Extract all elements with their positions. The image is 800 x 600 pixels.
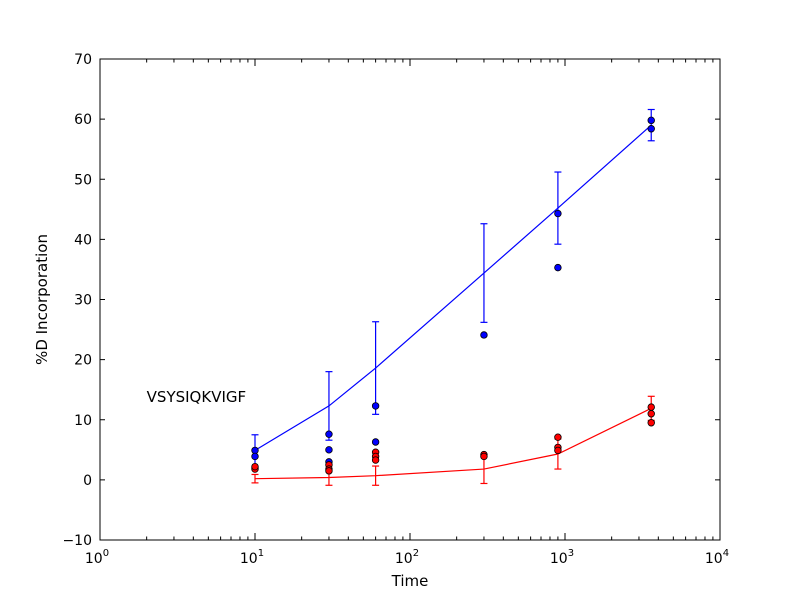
peptide-annotation: VSYSIQKVIGF (147, 388, 246, 406)
y-tick-label: 70 (74, 52, 92, 68)
series-0-point (480, 331, 488, 339)
series-layer (251, 108, 655, 486)
series-1-point (325, 467, 333, 475)
series-1-point (647, 403, 655, 411)
y-tick-label: 10 (74, 413, 92, 429)
y-tick-label: 60 (74, 112, 92, 128)
series-0-point (325, 430, 333, 438)
x-tick-exponent: 4 (723, 548, 729, 559)
series-0-point (554, 209, 562, 218)
series-0-point (251, 452, 259, 461)
y-tick-label: 0 (83, 473, 92, 489)
series-1-point (251, 462, 259, 471)
x-tick-exponent: 0 (103, 548, 109, 559)
series-0-point (647, 116, 655, 125)
series-1-point (480, 452, 488, 461)
x-tick-exponent: 3 (568, 548, 574, 559)
series-0-point (647, 125, 655, 133)
series-0-line (254, 124, 652, 451)
y-tick-label: 40 (74, 232, 92, 248)
y-tick-label: 20 (74, 353, 92, 369)
series-1-point (647, 410, 655, 418)
series-1-point (647, 419, 655, 427)
y-tick-label: 30 (74, 293, 92, 309)
series-0-point (325, 446, 333, 454)
series-1-line (254, 407, 652, 480)
y-tick-label: 50 (74, 172, 92, 188)
series-0-point (371, 438, 380, 446)
series-1 (251, 395, 655, 486)
series-0-point (371, 402, 380, 410)
series-1-point (554, 446, 562, 455)
x-axis-label: Time (391, 572, 429, 590)
series-0 (251, 108, 655, 472)
series-1-point (554, 433, 562, 441)
x-tick-exponent: 2 (413, 548, 419, 559)
x-tick-exponent: 1 (258, 548, 264, 559)
y-tick-label: −10 (62, 533, 92, 549)
series-0-point (554, 263, 562, 272)
series-0-point (251, 446, 259, 455)
series-1-point (371, 456, 380, 464)
y-axis-label: %D Incorporation (33, 234, 51, 365)
